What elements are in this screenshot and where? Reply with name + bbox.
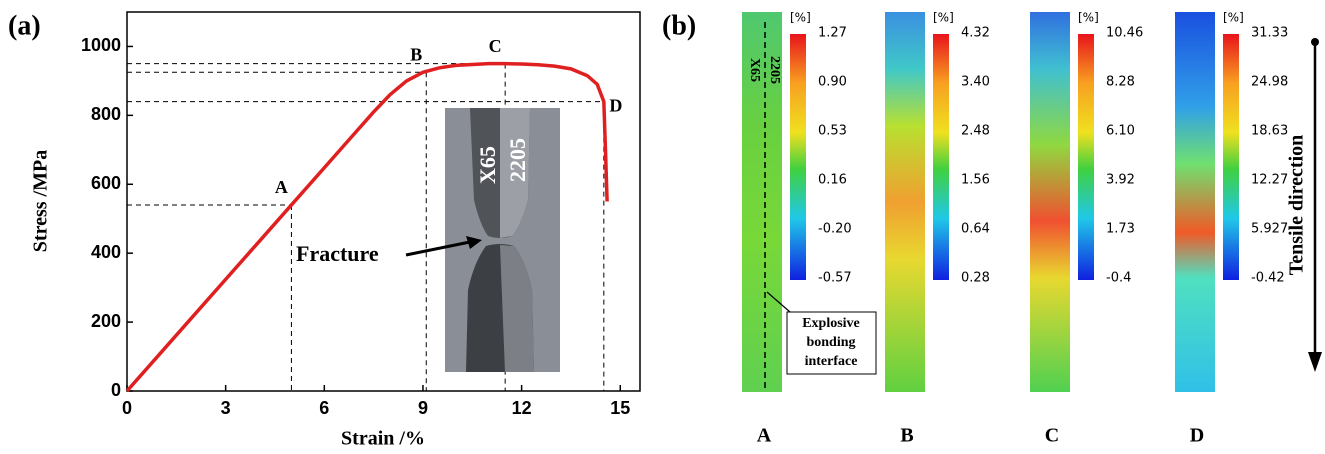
inset-photo: X65 2205 Fracture	[296, 108, 560, 372]
scale-label: 12.27	[1251, 173, 1288, 188]
point-label: A	[275, 177, 288, 197]
figure: (a) (b) Strain /% Stress /MPa 0 3 6 9 12 15 0 2…	[0, 0, 1325, 454]
y-tick-label: 1000	[81, 35, 121, 55]
map-a-label: 2205	[767, 56, 782, 84]
point-label: C	[489, 36, 502, 56]
note-text: Explosive	[802, 316, 860, 331]
scale-label: 1.27	[818, 26, 847, 41]
arrow-head	[1308, 352, 1322, 372]
scale-label: 0.90	[818, 75, 847, 90]
scale-label: -0.57	[818, 271, 852, 286]
scale-label: 10.46	[1106, 26, 1143, 41]
scale-label: -0.42	[1251, 271, 1285, 286]
x-tick-label: 12	[512, 398, 532, 418]
unit-label: [%]	[790, 11, 811, 25]
map-label: A	[757, 425, 772, 447]
tensile-arrow: Tensile direction	[1286, 38, 1322, 372]
note-text: interface	[805, 354, 858, 369]
annotation: Fracture	[296, 241, 379, 266]
scale-label: -0.20	[818, 222, 852, 237]
color-bar	[1078, 34, 1094, 280]
x-tick-label: 15	[610, 398, 630, 418]
scale-label: 6.10	[1106, 124, 1135, 139]
scale-label: 2.48	[961, 124, 990, 139]
panel-label: (b)	[662, 10, 696, 41]
scale-label: 24.98	[1251, 75, 1288, 90]
y-tick-label: 800	[91, 104, 121, 124]
scale-label: 0.28	[961, 271, 990, 286]
scale-label: 3.92	[1106, 173, 1135, 188]
color-bar	[1223, 34, 1239, 280]
inset-label: 2205	[505, 138, 530, 182]
direction-label: Tensile direction	[1286, 135, 1308, 276]
strain-maps: [%] 1.27 0.90 0.53 0.16 -0.20 -0.57 A [%] 4.32 3.4…	[742, 11, 1288, 447]
unit-label: [%]	[1078, 11, 1099, 25]
strain-map	[885, 12, 925, 392]
scale-label: 5.927	[1251, 222, 1288, 237]
y-tick-label: 400	[91, 242, 121, 262]
y-tick-label: 600	[91, 173, 121, 193]
map-a-label: X65	[747, 58, 762, 82]
map-label: D	[1190, 425, 1204, 447]
scale-label: 18.63	[1251, 124, 1288, 139]
strain-map	[1175, 12, 1215, 392]
x-tick-label: 9	[418, 398, 428, 418]
x-tick-label: 6	[319, 398, 329, 418]
scale-label: 0.53	[818, 124, 847, 139]
scale-label: 31.33	[1251, 26, 1288, 41]
map-label: B	[900, 425, 913, 447]
y-tick-label: 200	[91, 311, 121, 331]
scale-label: 0.16	[818, 173, 847, 188]
inset-label: X65	[475, 146, 500, 184]
y-tick-label: 0	[111, 380, 121, 400]
scale-label: 1.56	[961, 173, 990, 188]
x-tick-label: 3	[221, 398, 231, 418]
scale-label: 8.28	[1106, 75, 1135, 90]
unit-label: [%]	[933, 11, 954, 25]
panel-label: (a)	[8, 10, 41, 41]
x-tick-label: 0	[122, 398, 132, 418]
scale-label: 0.64	[961, 222, 990, 237]
color-bar	[790, 34, 806, 280]
strain-map	[1030, 12, 1070, 392]
scale-label: 4.32	[961, 26, 990, 41]
point-label: B	[410, 44, 422, 64]
note-text: bonding	[806, 335, 855, 350]
map-label: C	[1045, 425, 1059, 447]
y-axis-title: Stress /MPa	[30, 150, 52, 252]
scale-label: -0.4	[1106, 271, 1131, 286]
color-bar	[933, 34, 949, 280]
scale-label: 3.40	[961, 75, 990, 90]
x-axis-title: Strain /%	[341, 428, 425, 450]
scale-label: 1.73	[1106, 222, 1135, 237]
unit-label: [%]	[1223, 11, 1244, 25]
point-label: D	[609, 96, 622, 116]
